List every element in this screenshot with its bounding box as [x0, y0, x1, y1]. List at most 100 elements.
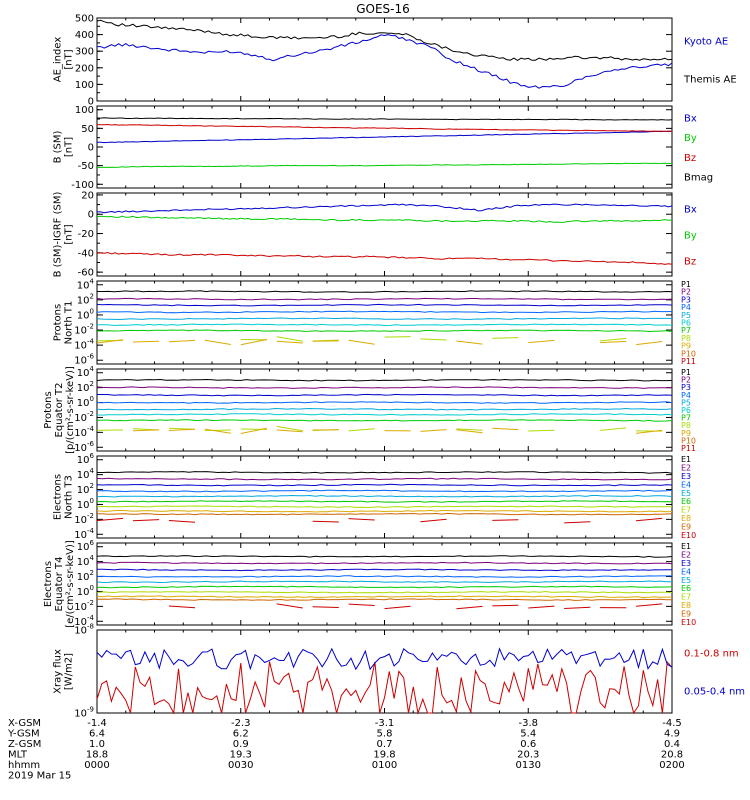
row-value: 0000 — [84, 760, 109, 771]
y-tick-label: 0 — [88, 143, 94, 154]
series-line — [97, 34, 673, 89]
legend-entry: P8 — [681, 334, 691, 343]
series-line-segmented — [168, 603, 663, 610]
y-tick-label: -100 — [71, 180, 94, 191]
y-tick-label: -60 — [78, 268, 94, 279]
y-tick-label: 100 — [77, 497, 94, 511]
y-axis-label: Electrons — [43, 561, 54, 607]
legend-entry: E3 — [681, 559, 691, 568]
series-line — [97, 323, 673, 327]
y-tick-label: 100 — [77, 307, 94, 321]
y-tick-label: 100 — [77, 395, 94, 409]
y-tick-label: 106 — [77, 539, 95, 553]
y-tick-label: 100 — [75, 80, 94, 91]
legend-entry: Bz — [684, 256, 696, 267]
row-value: 19.3 — [230, 750, 252, 761]
row-value: 19.8 — [373, 750, 395, 761]
row-value: 0.7 — [377, 739, 393, 750]
legend-entry: 0.1-0.8 nm — [684, 649, 739, 660]
legend-entry: P8 — [681, 421, 691, 430]
y-tick-label: 102 — [77, 482, 94, 496]
y-axis-label: B (SM)-IGRF (SM) — [53, 192, 64, 278]
series-line — [97, 130, 673, 144]
legend-entry: Bx — [684, 205, 697, 216]
series-line — [96, 477, 673, 481]
panel-frame — [96, 280, 673, 365]
position-table: X-GSM -1.4 -2.3 -3.1 -3.8 -4.5 Y-GSM 6.4 6.2 5.8 5… — [7, 718, 685, 782]
y-tick-label: -20 — [78, 229, 94, 240]
legend-entry: E4 — [681, 480, 691, 489]
series-line — [96, 483, 673, 487]
series-line — [97, 471, 673, 474]
y-tick-label: 104 — [77, 277, 95, 291]
series-line — [96, 585, 673, 589]
y-tick-label: 10-8 — [74, 623, 94, 637]
row-value: 0.9 — [233, 739, 249, 750]
y-tick-label: 200 — [75, 63, 94, 74]
chart-title: GOES-16 — [356, 2, 410, 16]
row-value: 0130 — [516, 760, 541, 771]
row-label: Z-GSM — [8, 739, 41, 750]
legend-entry: P3 — [681, 383, 691, 392]
legend-entry: P4 — [681, 391, 691, 400]
legend-entry: P2 — [681, 288, 691, 297]
series-line — [97, 393, 673, 397]
legend-entry: E3 — [681, 472, 691, 481]
series-line — [96, 378, 673, 382]
legend-entry: P9 — [681, 342, 691, 351]
series-line — [96, 647, 673, 671]
legend-entry: P5 — [681, 398, 691, 407]
y-tick-label: 10-2 — [74, 410, 94, 424]
y-tick-label: 100 — [77, 584, 94, 598]
row-value: 1.0 — [89, 739, 105, 750]
y-tick-label: 104 — [77, 365, 95, 379]
legend-entry: P3 — [681, 295, 691, 304]
series-line — [96, 555, 673, 558]
legend-entry: Bx — [684, 114, 697, 125]
series-line — [96, 317, 672, 321]
series-line — [96, 489, 673, 493]
legend-entry: P10 — [681, 349, 696, 358]
row-value: 5.8 — [377, 729, 393, 740]
legend-entry: E10 — [681, 618, 696, 627]
legend-entry: E4 — [681, 567, 691, 576]
series-line — [96, 310, 673, 314]
y-tick-label: 106 — [77, 452, 95, 466]
y-axis-label: [W/m2] — [64, 653, 75, 690]
series-line — [96, 123, 673, 132]
legend-entry: P1 — [681, 368, 691, 377]
y-tick-label: 102 — [77, 380, 94, 394]
series-line — [97, 290, 673, 293]
y-axis-label: AE_index — [53, 37, 64, 83]
y-axis-label: [e/(cm²-s-sr-keV)] — [65, 540, 76, 628]
y-axis-label: Electrons — [53, 474, 64, 520]
y-tick-label: -50 — [78, 161, 94, 172]
row-value: -4.5 — [662, 718, 682, 729]
series-line — [96, 19, 673, 61]
legend-entry: E1 — [681, 542, 691, 551]
y-tick-label: 20 — [81, 190, 94, 201]
y-tick-label: 10-4 — [74, 338, 94, 352]
y-tick-label: 50 — [81, 124, 94, 135]
series-line-segmented — [96, 339, 663, 346]
row-value: 18.8 — [86, 750, 108, 761]
panel-frame — [96, 455, 673, 539]
series-line — [96, 413, 673, 416]
series-line — [96, 512, 673, 516]
row-label: hhmm — [8, 760, 40, 771]
y-tick-label: 10-2 — [74, 323, 94, 337]
y-tick-label: 104 — [77, 467, 95, 481]
legend-entry: E2 — [681, 550, 691, 559]
row-value: 0100 — [372, 760, 397, 771]
legend-entry: 0.05-0.4 nm — [684, 686, 745, 697]
series-line — [96, 598, 673, 601]
row-value: 0200 — [659, 760, 684, 771]
y-tick-label: 10-2 — [74, 512, 94, 526]
y-axis-label: B (SM) — [53, 130, 64, 163]
series-line — [96, 401, 673, 404]
